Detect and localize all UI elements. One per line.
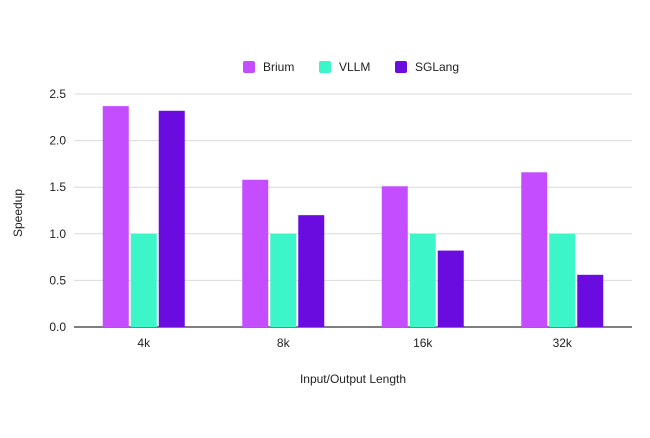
- bar-brium-32k: [521, 172, 548, 327]
- x-tick-label: 16k: [413, 336, 433, 350]
- bar-sglang-4k: [158, 110, 185, 327]
- legend: Brium VLLM SGLang: [243, 60, 459, 74]
- legend-swatch-brium: [243, 61, 255, 73]
- legend-label-vllm: VLLM: [339, 60, 370, 74]
- y-tick-label: 0.5: [49, 273, 66, 287]
- x-tick-label: 8k: [277, 336, 291, 350]
- x-tick-label: 32k: [553, 336, 573, 350]
- bar-sglang-16k: [437, 250, 464, 327]
- bar-vllm-4k: [130, 233, 157, 327]
- bar-vllm-32k: [549, 233, 576, 327]
- legend-label-sglang: SGLang: [415, 60, 459, 74]
- x-axis-title: Input/Output Length: [300, 372, 406, 386]
- legend-swatch-vllm: [319, 61, 331, 73]
- y-tick-label: 2.0: [49, 134, 66, 148]
- y-tick-label: 2.5: [49, 87, 66, 101]
- x-tick-label: 4k: [137, 336, 151, 350]
- legend-label-brium: Brium: [263, 60, 294, 74]
- bars: [102, 106, 604, 327]
- y-tick-label: 1.5: [49, 180, 66, 194]
- bar-sglang-8k: [298, 215, 325, 327]
- axes: 0.0 0.5 1.0 1.5 2.0 2.5 4k 8k 16k 32k: [49, 87, 573, 350]
- bar-sglang-32k: [577, 274, 604, 327]
- bar-vllm-16k: [409, 233, 436, 327]
- y-axis-title: Speedup: [11, 189, 25, 237]
- legend-swatch-sglang: [395, 61, 407, 73]
- bar-brium-8k: [242, 179, 269, 327]
- gridlines: [74, 93, 632, 328]
- bar-vllm-8k: [270, 233, 297, 327]
- y-tick-label: 0.0: [49, 320, 66, 334]
- bar-brium-16k: [381, 186, 408, 327]
- bar-brium-4k: [102, 106, 129, 327]
- y-tick-label: 1.0: [49, 227, 66, 241]
